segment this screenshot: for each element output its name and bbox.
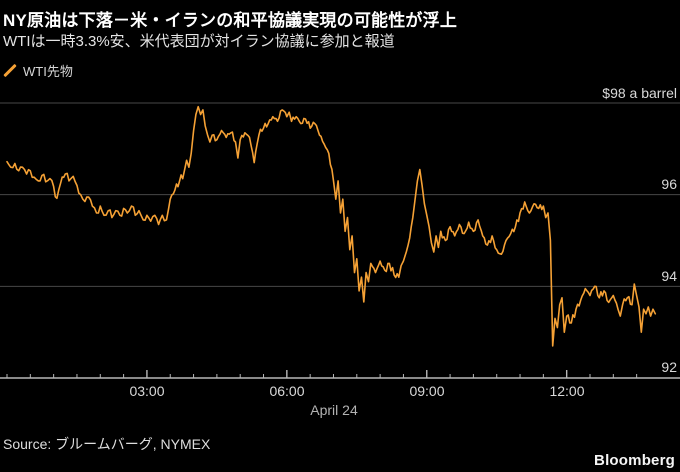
- y-tick-label-98: $98 a barrel: [602, 85, 677, 101]
- x-axis-title: April 24: [310, 402, 358, 418]
- x-tick-label-0300: 03:00: [129, 383, 164, 399]
- y-tick-label-92: 92: [661, 359, 677, 375]
- x-tick-label-0600: 06:00: [269, 383, 304, 399]
- y-tick-label-96: 96: [661, 176, 677, 192]
- x-tick-label-1200: 12:00: [549, 383, 584, 399]
- y-tick-label-94: 94: [661, 268, 677, 284]
- legend-label: WTI先物: [23, 63, 73, 79]
- gridlines: [0, 102, 680, 379]
- subheadline: WTIは一時3.3%安、米代表団が対イラン協議に参加と報道: [3, 33, 395, 50]
- wti-price-line: [6, 105, 657, 347]
- legend: WTI先物: [3, 61, 73, 79]
- x-tick-label-0900: 09:00: [409, 383, 444, 399]
- x-axis-ticks: [6, 369, 638, 378]
- headline: NY原油は下落－米・イランの和平協議実現の可能性が浮上: [3, 11, 458, 30]
- source-credit: Source: ブルームバーグ, NYMEX: [3, 436, 211, 452]
- bloomberg-logo: Bloomberg: [594, 452, 675, 469]
